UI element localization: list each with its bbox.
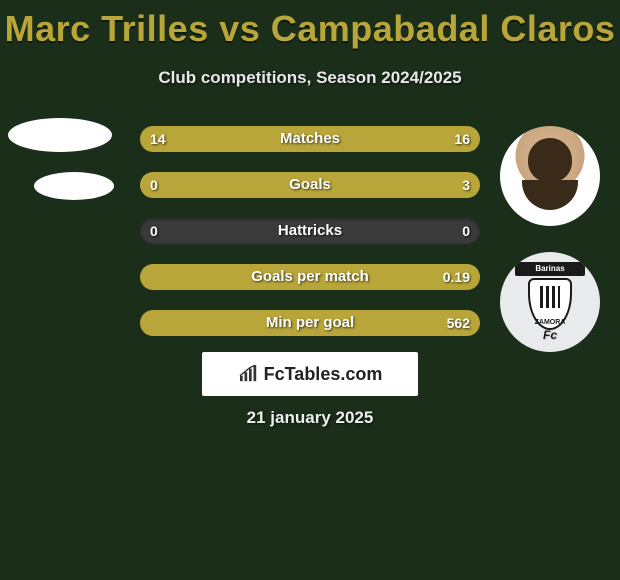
date-label: 21 january 2025 [0, 408, 620, 428]
player1-club-placeholder [34, 172, 114, 200]
stat-row: 03Goals [140, 172, 480, 198]
stat-row: 562Min per goal [140, 310, 480, 336]
stat-label: Hattricks [140, 218, 480, 244]
stat-label: Goals per match [140, 264, 480, 290]
page-title: Marc Trilles vs Campabadal Claros [0, 0, 620, 50]
stat-row: 1416Matches [140, 126, 480, 152]
player2-club-badge: Barinas ZAMORA Fc [500, 252, 600, 352]
comparison-card: Marc Trilles vs Campabadal Claros Club c… [0, 0, 620, 580]
player2-avatar [500, 126, 600, 226]
club-fc-label: Fc [543, 328, 557, 342]
stat-row: 0.19Goals per match [140, 264, 480, 290]
stat-label: Goals [140, 172, 480, 198]
stat-label: Matches [140, 126, 480, 152]
stat-label: Min per goal [140, 310, 480, 336]
source-logo-text: FcTables.com [264, 364, 383, 385]
club-banner: Barinas [515, 262, 585, 276]
player1-avatar-placeholder [8, 118, 112, 152]
stat-row: 00Hattricks [140, 218, 480, 244]
club-name: ZAMORA [535, 319, 566, 326]
source-logo: FcTables.com [202, 352, 418, 396]
right-player-column: Barinas ZAMORA Fc [500, 126, 600, 378]
left-player-column [8, 118, 128, 220]
stats-bars: 1416Matches 03Goals 00Hattricks 0.19Goals p… [140, 126, 480, 356]
subtitle: Club competitions, Season 2024/2025 [0, 68, 620, 88]
chart-icon [238, 365, 260, 383]
